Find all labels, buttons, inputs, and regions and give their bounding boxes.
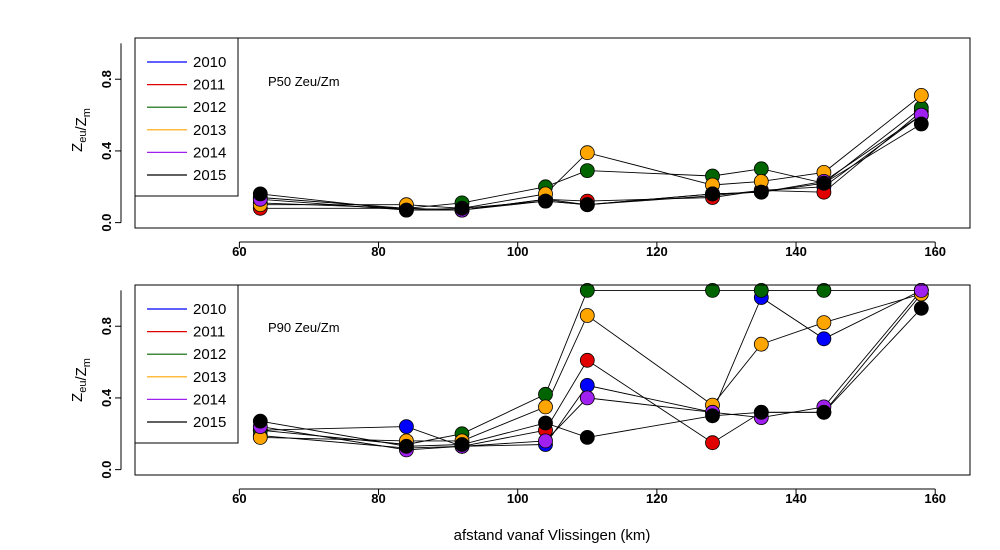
p50-x-tick-label: 100: [507, 244, 529, 259]
p50-legend-box: [134, 37, 239, 197]
p90-legend-label-2011: 2011: [193, 324, 225, 341]
p50-point-2015: [454, 200, 470, 216]
p90-point-2013: [753, 336, 769, 352]
p90-legend-label-2014: 2014: [193, 391, 226, 408]
p90-legend-label-2012: 2012: [193, 346, 226, 363]
p90-x-tick-label: 140: [785, 491, 807, 506]
p50-legend-label-2010: 2010: [193, 54, 226, 71]
panel-p50: 60 80 100 120 140 160 0.0 0.4 0.8 Zeu/Zm 2010 2011…: [69, 37, 971, 259]
p90-y-tick-label: 0.8: [99, 317, 114, 335]
p90-point-2012: [538, 386, 553, 402]
p50-point-2015: [579, 197, 595, 213]
p90-point-2012: [816, 282, 832, 298]
p50-point-2015: [252, 186, 268, 202]
p90-point-2014: [579, 390, 595, 406]
p50-point-2013: [579, 145, 595, 161]
p50-axis-layer: 60 80 100 120 140 160 0.0 0.4 0.8 Zeu/Zm: [69, 43, 946, 259]
p50-legend-label-2014: 2014: [193, 144, 226, 161]
panel-p90: 60 80 100 120 140 160 0.0 0.4 0.8 Zeu/Zm 2010 2011…: [69, 282, 971, 506]
p90-x-tick-label: 100: [507, 491, 529, 506]
p50-point-2015: [913, 116, 929, 132]
p50-x-tick-label: 160: [924, 244, 946, 259]
p90-point-2015: [252, 413, 268, 429]
x-axis-title: afstand vanaf Vlissingen (km): [454, 527, 651, 544]
p90-point-2012: [753, 282, 769, 298]
p90-point-2013: [579, 308, 595, 323]
p90-point-2014: [913, 282, 929, 298]
p50-point-2015: [753, 184, 769, 200]
p50-point-2013: [913, 88, 929, 103]
p50-point-2015: [705, 186, 720, 202]
p90-y-axis-title: Zeu/Zm: [69, 358, 93, 402]
p90-legend-label-2013: 2013: [193, 369, 226, 386]
p50-y-tick-label: 0.0: [99, 214, 114, 232]
p50-x-tick-label: 60: [232, 244, 246, 259]
p90-point-layer: [252, 282, 929, 458]
p50-x-tick-label: 140: [785, 244, 807, 259]
p90-panel-title: P90 Zeu/Zm: [268, 320, 340, 335]
p90-point-2015: [816, 404, 832, 420]
p90-y-tick-label: 0.4: [99, 388, 114, 407]
p50-y-tick-label: 0.8: [99, 70, 114, 88]
p50-legend-label-2013: 2013: [193, 122, 226, 139]
p90-point-2012: [705, 282, 720, 298]
p50-panel-title: P50 Zeu/Zm: [268, 74, 340, 89]
p90-point-2014: [538, 433, 553, 449]
p90-point-2015: [398, 438, 414, 454]
p90-point-2013: [816, 315, 832, 331]
p50-x-tick-label: 120: [646, 244, 668, 259]
p50-legend: 2010 2011 2012 2013 2014 2015: [134, 37, 239, 197]
p90-point-2015: [913, 300, 929, 316]
p90-legend: 2010 2011 2012 2013 2014 2015: [134, 284, 239, 444]
p50-x-tick-label: 80: [371, 244, 385, 259]
p90-x-tick-label: 120: [646, 491, 668, 506]
p50-legend-label-2011: 2011: [193, 77, 225, 94]
p50-point-2012: [753, 161, 769, 177]
p90-x-tick-label: 160: [924, 491, 946, 506]
p90-x-tick-label: 80: [371, 491, 385, 506]
p50-y-tick-label: 0.4: [99, 141, 114, 160]
p90-point-2011: [705, 435, 720, 451]
p90-axis-layer: 60 80 100 120 140 160 0.0 0.4 0.8 Zeu/Zm: [69, 290, 946, 506]
p90-point-2015: [538, 415, 553, 431]
p50-point-2015: [538, 193, 553, 209]
p90-point-2015: [579, 429, 595, 445]
p90-point-2012: [579, 282, 595, 298]
p90-legend-label-2010: 2010: [193, 301, 226, 318]
p90-point-2010: [579, 377, 595, 393]
p90-point-2015: [454, 437, 470, 452]
p50-y-axis-title: Zeu/Zm: [69, 108, 93, 152]
p50-point-2015: [816, 175, 832, 191]
p90-y-tick-label: 0.0: [99, 461, 114, 479]
p90-legend-box: [134, 284, 239, 444]
p90-point-2013: [538, 399, 553, 415]
p50-point-2012: [579, 163, 595, 179]
p50-point-2015: [398, 202, 414, 218]
p90-x-tick-label: 60: [232, 491, 246, 506]
p90-point-2015: [705, 408, 720, 424]
p90-point-2011: [579, 352, 595, 368]
p50-legend-label-2015: 2015: [193, 167, 226, 184]
p90-legend-label-2015: 2015: [193, 414, 226, 431]
p90-point-2010: [816, 331, 832, 347]
p50-point-layer: [252, 88, 929, 218]
p90-point-2010: [398, 419, 414, 435]
p50-legend-label-2012: 2012: [193, 99, 226, 116]
p90-point-2015: [753, 404, 769, 420]
